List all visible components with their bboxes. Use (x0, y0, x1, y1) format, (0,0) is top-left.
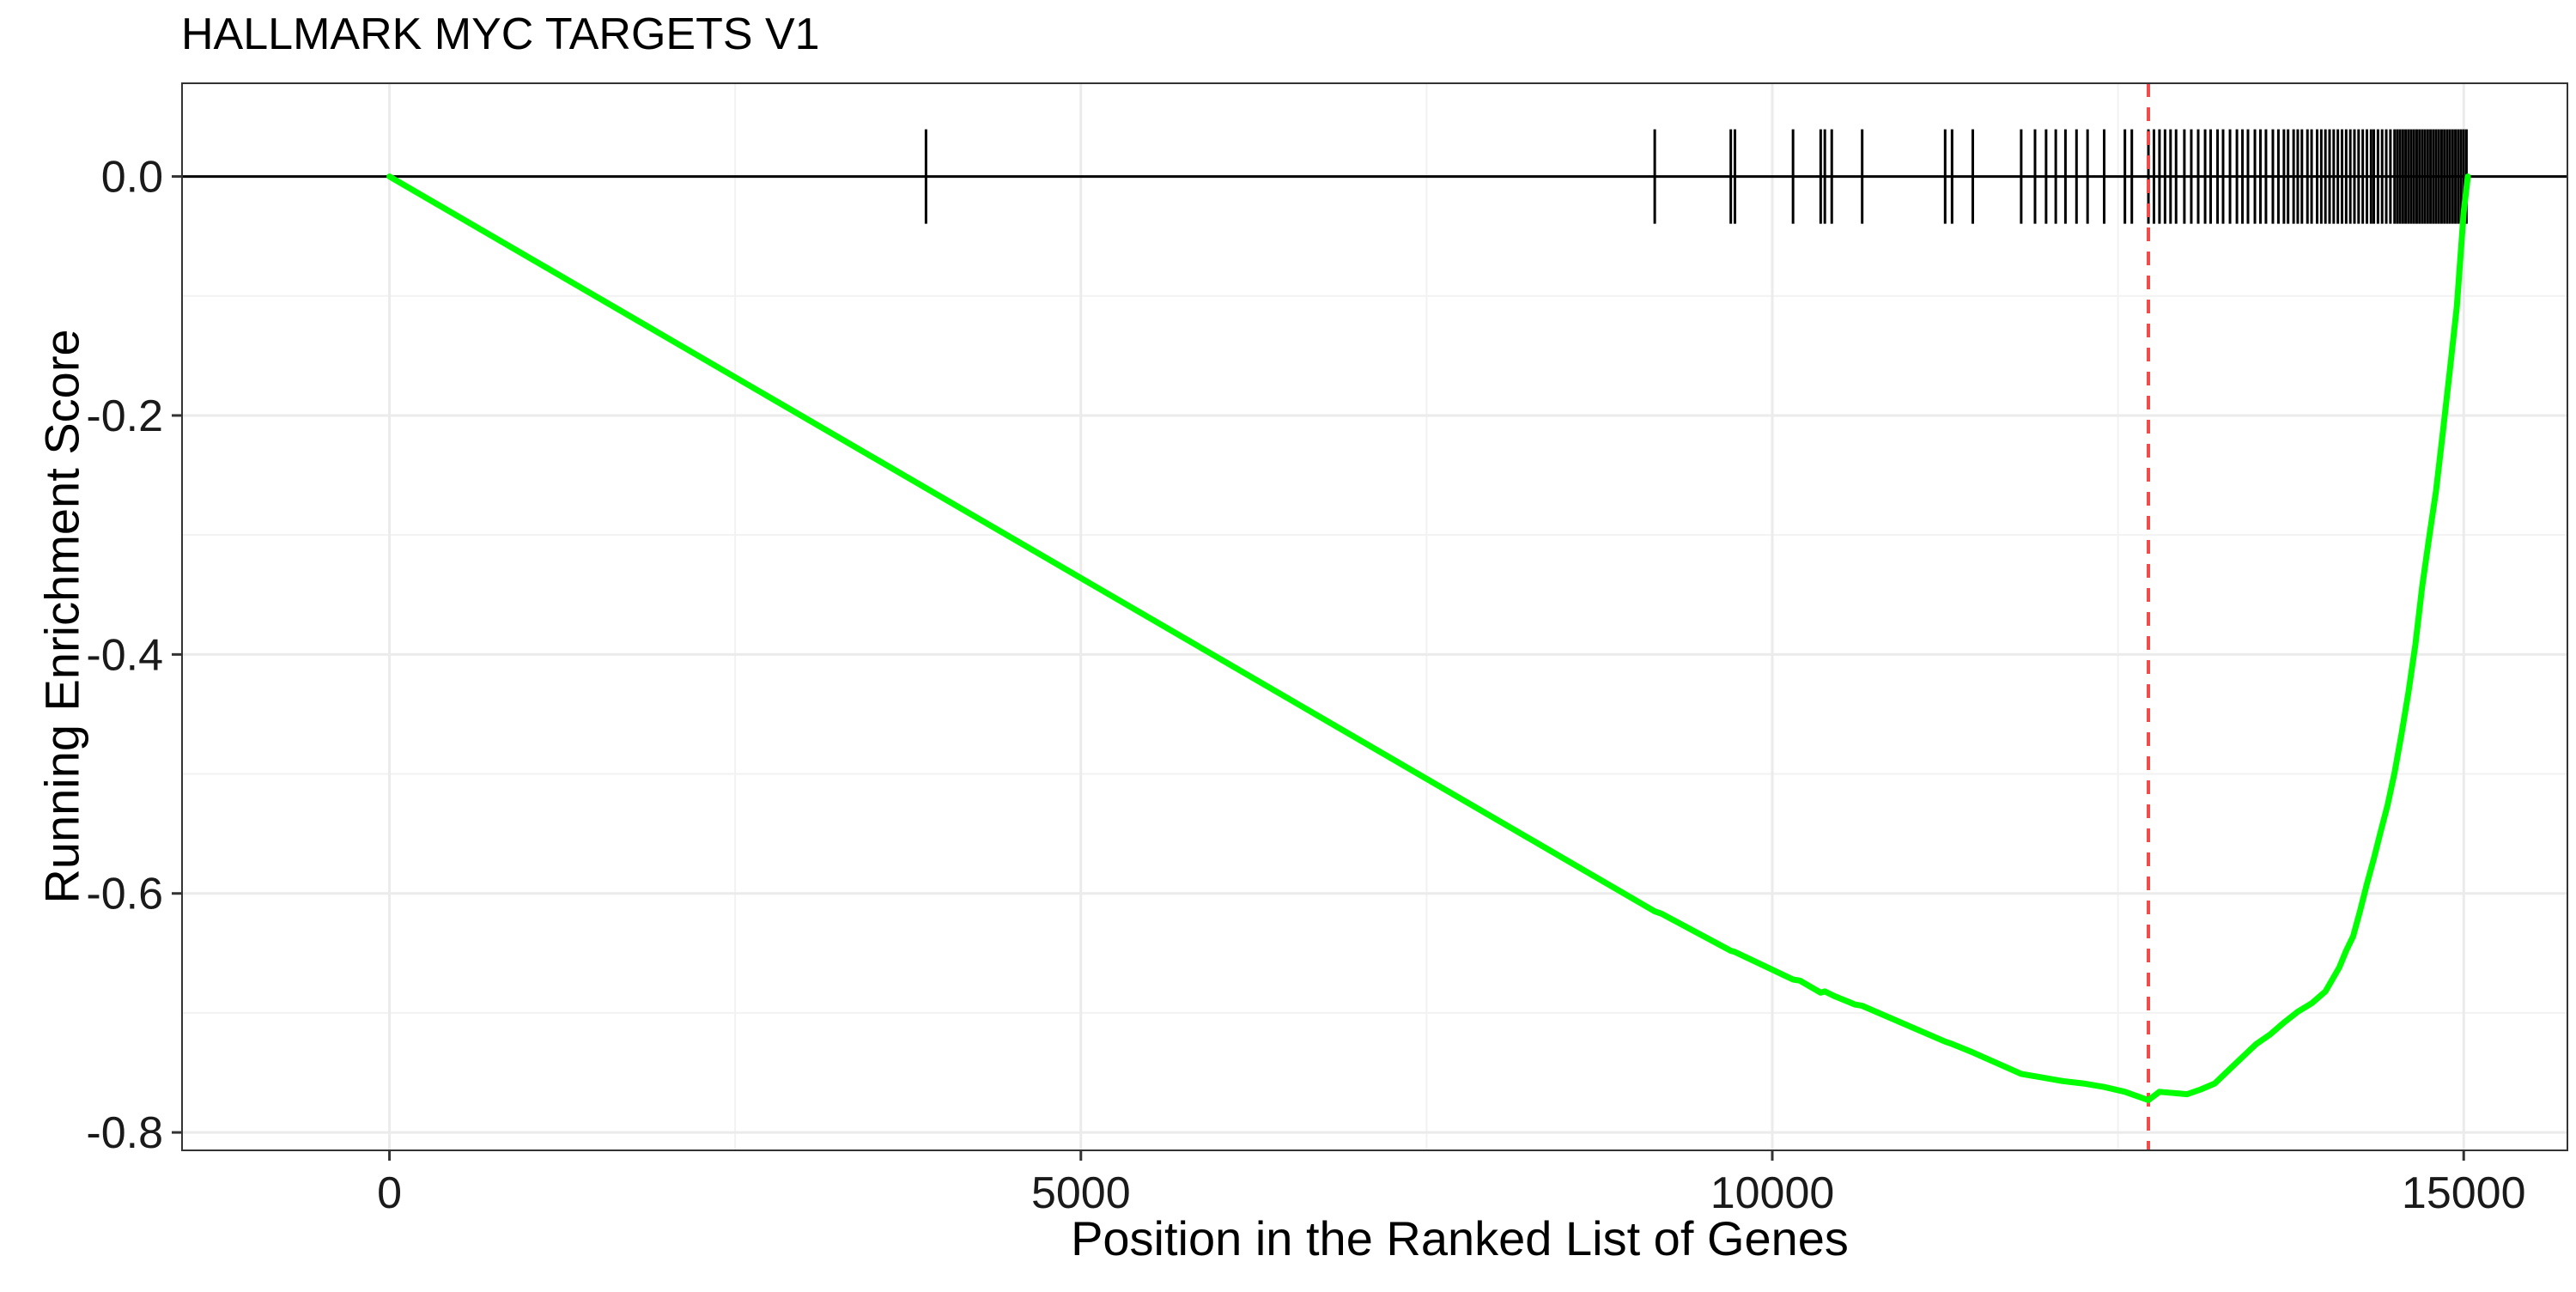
y-tick-label: -0.8 (86, 1108, 163, 1158)
chart-title: HALLMARK MYC TARGETS V1 (181, 9, 820, 59)
y-tick-label: -0.2 (86, 391, 163, 441)
y-axis-label: Running Enrichment Score (34, 329, 89, 904)
x-tick-label: 15000 (2402, 1168, 2526, 1218)
enrichment-score-line (386, 173, 2471, 1103)
x-tick-label: 10000 (1710, 1168, 1835, 1218)
x-tick-label: 0 (377, 1168, 402, 1218)
y-tick-label: 0.0 (101, 153, 163, 203)
x-tick-label: 5000 (1031, 1168, 1131, 1218)
y-tick-label: -0.4 (86, 630, 163, 680)
y-tick-label: -0.6 (86, 870, 163, 919)
x-axis-label: Position in the Ranked List of Genes (1071, 1211, 1849, 1265)
panel-border (181, 82, 2568, 1151)
panel-background (182, 83, 2567, 1150)
